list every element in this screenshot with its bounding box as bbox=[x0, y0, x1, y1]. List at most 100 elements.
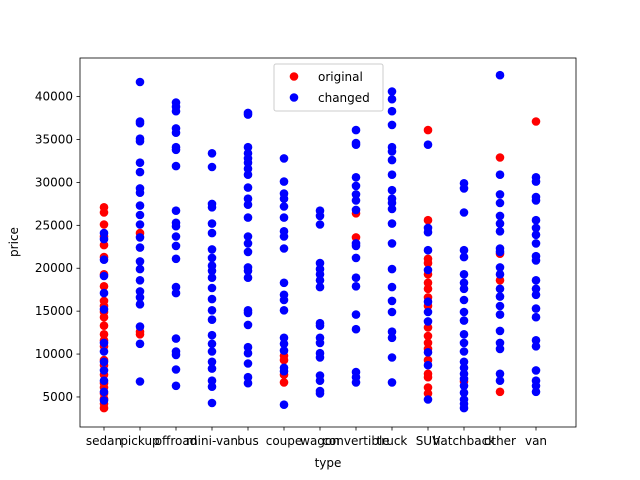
point-changed bbox=[387, 204, 397, 214]
point-changed bbox=[387, 142, 397, 152]
point-changed bbox=[279, 244, 289, 253]
x-tick-label: pickup bbox=[120, 434, 159, 448]
x-tick-label: convertible bbox=[322, 434, 389, 448]
point-changed bbox=[279, 177, 289, 186]
point-changed bbox=[171, 206, 181, 215]
point-changed bbox=[495, 211, 505, 221]
point-changed bbox=[207, 162, 217, 172]
point-original bbox=[423, 389, 433, 398]
point-changed bbox=[243, 378, 253, 388]
point-changed bbox=[207, 219, 217, 228]
point-original bbox=[423, 278, 433, 288]
point-changed bbox=[207, 382, 217, 392]
point-changed bbox=[495, 170, 505, 179]
point-changed bbox=[135, 77, 145, 87]
point-changed bbox=[279, 400, 289, 410]
x-tick-label: coupe bbox=[266, 434, 303, 448]
point-changed bbox=[387, 296, 397, 306]
point-changed bbox=[459, 307, 469, 317]
point-changed bbox=[243, 359, 253, 368]
point-changed bbox=[351, 190, 361, 199]
y-axis-label: price bbox=[7, 227, 21, 257]
point-changed bbox=[495, 190, 505, 199]
y-tick-label: 35000 bbox=[35, 133, 73, 147]
point-changed bbox=[279, 339, 289, 349]
point-original bbox=[99, 321, 109, 331]
point-changed bbox=[531, 290, 541, 300]
point-changed bbox=[351, 324, 361, 334]
point-changed bbox=[207, 273, 217, 283]
point-changed bbox=[207, 253, 217, 263]
y-tick-label: 30000 bbox=[35, 175, 73, 189]
point-changed bbox=[135, 377, 145, 386]
point-changed bbox=[207, 294, 217, 304]
point-changed bbox=[99, 288, 109, 298]
x-tick-label: sedan bbox=[86, 434, 122, 448]
point-changed bbox=[279, 154, 289, 163]
y-tick-label: 5000 bbox=[42, 390, 73, 404]
point-original bbox=[99, 282, 109, 291]
point-changed bbox=[243, 164, 253, 173]
point-changed bbox=[135, 300, 145, 309]
point-changed bbox=[171, 142, 181, 152]
point-changed bbox=[459, 284, 469, 294]
point-original bbox=[423, 125, 433, 135]
point-changed bbox=[135, 134, 145, 143]
point-changed bbox=[171, 98, 181, 107]
point-changed bbox=[531, 215, 541, 225]
point-changed bbox=[171, 334, 181, 343]
point-changed bbox=[315, 386, 325, 396]
legend-marker-changed bbox=[289, 93, 299, 102]
legend: original changed bbox=[273, 63, 384, 112]
point-changed bbox=[531, 366, 541, 375]
point-changed bbox=[135, 293, 145, 302]
point-changed bbox=[171, 282, 181, 292]
point-original bbox=[423, 331, 433, 341]
point-changed bbox=[351, 239, 361, 248]
point-changed bbox=[279, 189, 289, 198]
point-changed bbox=[387, 327, 397, 337]
point-changed bbox=[171, 347, 181, 356]
point-changed bbox=[243, 194, 253, 203]
point-changed bbox=[171, 381, 181, 391]
point-changed bbox=[243, 372, 253, 382]
point-changed bbox=[135, 287, 145, 296]
x-tick-label: other bbox=[484, 434, 516, 448]
point-changed bbox=[315, 282, 325, 292]
point-changed bbox=[279, 333, 289, 343]
point-changed bbox=[531, 284, 541, 294]
y-tick-label: 40000 bbox=[35, 90, 73, 104]
point-changed bbox=[423, 140, 433, 149]
point-changed bbox=[459, 179, 469, 188]
point-changed bbox=[315, 206, 325, 215]
point-changed bbox=[135, 264, 145, 274]
point-changed bbox=[423, 317, 433, 326]
point-changed bbox=[531, 223, 541, 233]
point-original bbox=[423, 215, 433, 225]
point-original bbox=[99, 330, 109, 339]
point-changed bbox=[279, 363, 289, 373]
point-changed bbox=[531, 230, 541, 240]
point-changed bbox=[459, 330, 469, 339]
point-original bbox=[495, 276, 505, 285]
point-changed bbox=[207, 330, 217, 340]
y-tick-label: 15000 bbox=[35, 304, 73, 318]
point-changed bbox=[243, 348, 253, 358]
point-changed bbox=[459, 363, 469, 373]
point-changed bbox=[495, 244, 505, 253]
point-original bbox=[99, 203, 109, 212]
point-changed bbox=[243, 320, 253, 330]
point-changed bbox=[495, 219, 505, 228]
point-changed bbox=[243, 149, 253, 158]
point-changed bbox=[243, 263, 253, 272]
point-original bbox=[351, 233, 361, 242]
point-changed bbox=[495, 310, 505, 319]
point-changed bbox=[351, 205, 361, 215]
x-tick-label: van bbox=[525, 434, 547, 448]
point-original bbox=[423, 369, 433, 379]
point-changed bbox=[279, 346, 289, 355]
point-changed bbox=[315, 318, 325, 328]
point-changed bbox=[243, 200, 253, 209]
point-changed bbox=[387, 264, 397, 274]
point-changed bbox=[135, 158, 145, 167]
